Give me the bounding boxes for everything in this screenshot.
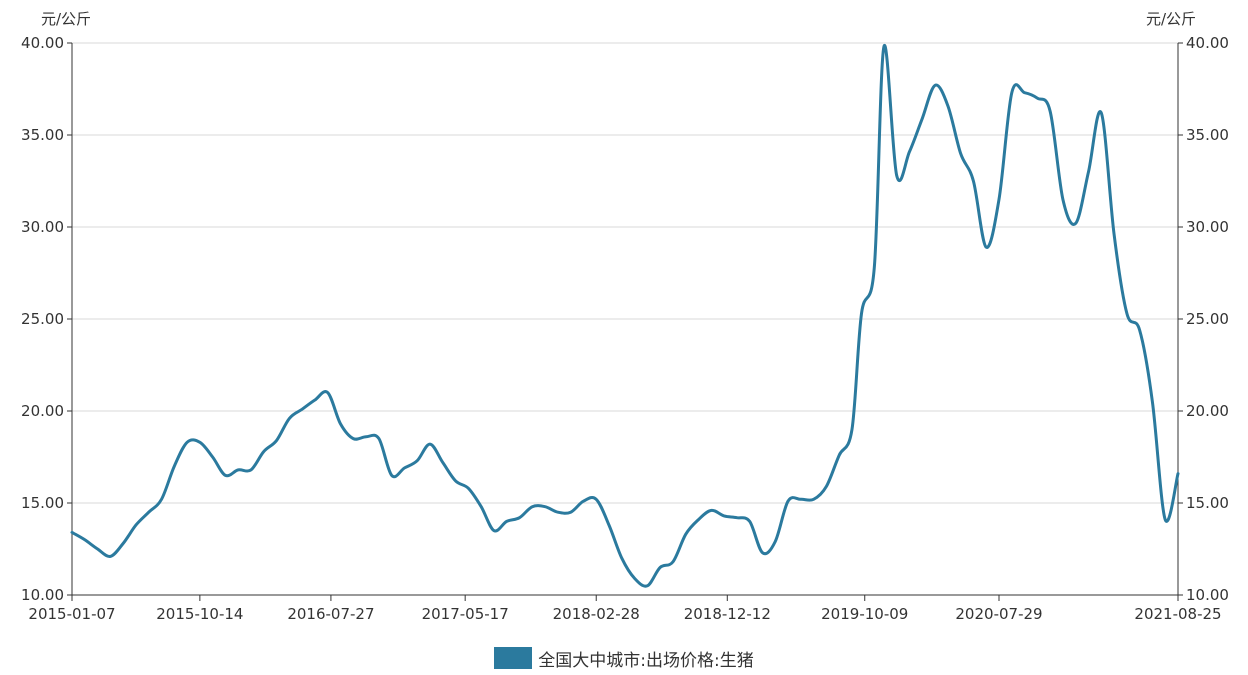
y-tick-label-right: 40.00 — [1186, 34, 1229, 52]
y-tick-label-left: 10.00 — [21, 586, 64, 604]
x-tick-label: 2018-02-28 — [553, 605, 640, 623]
x-tick-label: 2019-10-09 — [821, 605, 908, 623]
x-tick-label: 2015-10-14 — [156, 605, 243, 623]
grid-lines — [72, 42, 1178, 596]
y-tick-label-right: 10.00 — [1186, 586, 1229, 604]
y-tick-label-left: 15.00 — [21, 494, 64, 512]
y-tick-label-left: 20.00 — [21, 402, 64, 420]
y-tick-label-left: 40.00 — [21, 34, 64, 52]
y-tick-label-left: 30.00 — [21, 218, 64, 236]
legend[interactable]: 全国大中城市:出场价格:生猪 — [0, 645, 1248, 671]
y-axis-unit-left: 元/公斤 — [41, 10, 91, 28]
series-layer — [70, 44, 1180, 588]
y-axis-unit-right: 元/公斤 — [1146, 10, 1196, 28]
y-tick-label-right: 25.00 — [1186, 310, 1229, 328]
x-tick-label: 2015-01-07 — [28, 605, 115, 623]
x-tick-label: 2018-12-12 — [684, 605, 771, 623]
y-tick-label-left: 35.00 — [21, 126, 64, 144]
x-tick-label: 2017-05-17 — [422, 605, 509, 623]
x-tick-label: 2020-07-29 — [955, 605, 1042, 623]
line-chart: 10.00 10.00 15.00 15.00 20.00 20.00 25.00 25.00… — [21, 10, 1229, 623]
x-tick-label: 2016-07-27 — [287, 605, 374, 623]
y-tick-label-right: 30.00 — [1186, 218, 1229, 236]
legend-swatch — [494, 647, 533, 669]
axes: 10.00 10.00 15.00 15.00 20.00 20.00 25.00 25.00… — [21, 34, 1229, 623]
legend-label: 全国大中城市:出场价格:生猪 — [538, 650, 754, 671]
y-tick-label-right: 15.00 — [1186, 494, 1229, 512]
y-tick-label-right: 20.00 — [1186, 402, 1229, 420]
x-tick-label: 2021-08-25 — [1134, 605, 1221, 623]
y-tick-label-left: 25.00 — [21, 310, 64, 328]
series-line-0 — [70, 44, 1180, 588]
y-tick-label-right: 35.00 — [1186, 126, 1229, 144]
